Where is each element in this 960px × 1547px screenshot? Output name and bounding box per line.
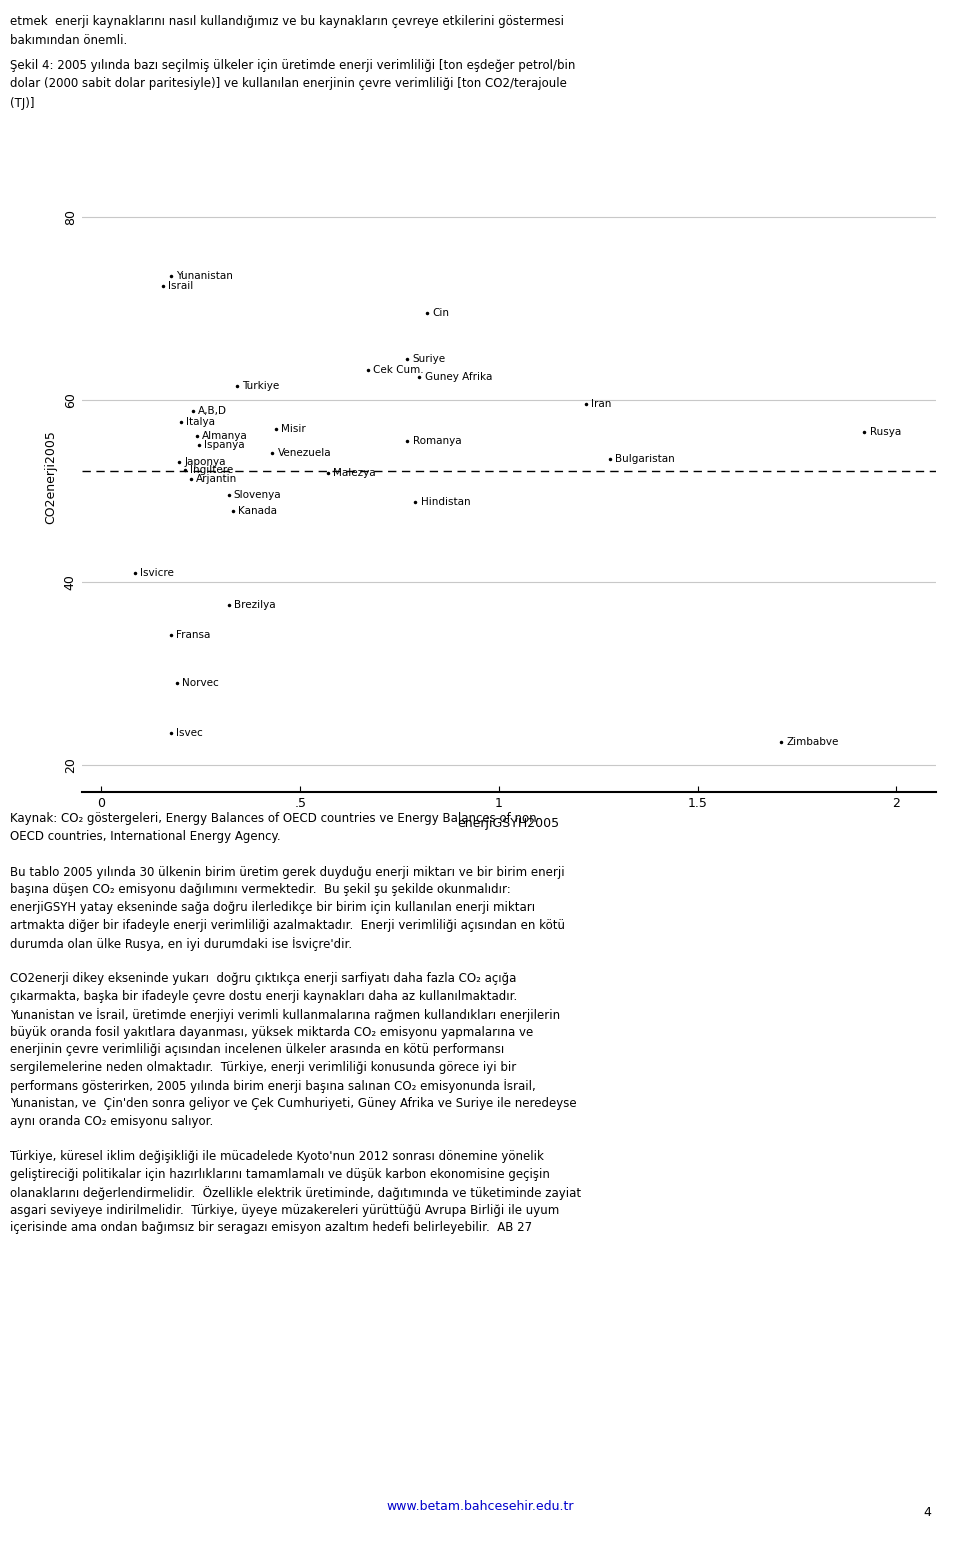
Text: Bu tablo 2005 yılında 30 ülkenin birim üretim gerek duyduğu enerji miktarı ve bi: Bu tablo 2005 yılında 30 ülkenin birim ü… bbox=[10, 866, 564, 879]
Text: çıkarmakta, başka bir ifadeyle çevre dostu enerji kaynakları daha az kullanılmak: çıkarmakta, başka bir ifadeyle çevre dos… bbox=[10, 990, 516, 1002]
Text: başına düşen CO₂ emisyonu dağılımını vermektedir.  Bu şekil şu şekilde okunmalıd: başına düşen CO₂ emisyonu dağılımını ver… bbox=[10, 883, 511, 896]
Text: Cek Cum.: Cek Cum. bbox=[372, 365, 423, 376]
Text: www.betam.bahcesehir.edu.tr: www.betam.bahcesehir.edu.tr bbox=[386, 1501, 574, 1513]
Text: Yunanistan, ve  Çin'den sonra geliyor ve Çek Cumhuriyeti, Güney Afrika ve Suriye: Yunanistan, ve Çin'den sonra geliyor ve … bbox=[10, 1097, 576, 1109]
Text: Iran: Iran bbox=[591, 399, 612, 410]
Text: sergilemelerine neden olmaktadır.  Türkiye, enerji verimliliği konusunda görece : sergilemelerine neden olmaktadır. Türkiy… bbox=[10, 1061, 516, 1074]
Text: Cin: Cin bbox=[433, 308, 449, 319]
X-axis label: enerjiGSYH2005: enerjiGSYH2005 bbox=[458, 817, 560, 829]
Text: Italya: Italya bbox=[186, 418, 215, 427]
Text: performans gösterirken, 2005 yılında birim enerji başına salınan CO₂ emisyonunda: performans gösterirken, 2005 yılında bir… bbox=[10, 1080, 536, 1094]
Text: Zimbabve: Zimbabve bbox=[786, 736, 838, 747]
Text: Kaynak: CO₂ göstergeleri, Energy Balances of OECD countries ve Energy Balances o: Kaynak: CO₂ göstergeleri, Energy Balance… bbox=[10, 812, 540, 825]
Text: olanaklarını değerlendirmelidir.  Özellikle elektrik üretiminde, dağıtımında ve : olanaklarını değerlendirmelidir. Özellik… bbox=[10, 1185, 581, 1200]
Text: Slovenya: Slovenya bbox=[234, 490, 281, 501]
Text: artmakta diğer bir ifadeyle enerji verimliliği azalmaktadır.  Enerji verimliliği: artmakta diğer bir ifadeyle enerji verim… bbox=[10, 919, 564, 931]
Text: dolar (2000 sabit dolar paritesiyle)] ve kullanılan enerjinin çevre verimliliği : dolar (2000 sabit dolar paritesiyle)] ve… bbox=[10, 77, 566, 90]
Text: etmek  enerji kaynaklarını nasıl kullandığımız ve bu kaynakların çevreye etkiler: etmek enerji kaynaklarını nasıl kullandı… bbox=[10, 15, 564, 28]
Text: Romanya: Romanya bbox=[413, 436, 461, 446]
Y-axis label: CO2enerji2005: CO2enerji2005 bbox=[44, 430, 57, 524]
Text: OECD countries, International Energy Agency.: OECD countries, International Energy Age… bbox=[10, 829, 280, 843]
Text: enerjinin çevre verimliliği açısından incelenen ülkeler arasında en kötü perform: enerjinin çevre verimliliği açısından in… bbox=[10, 1044, 504, 1057]
Text: Brezilya: Brezilya bbox=[234, 600, 276, 610]
Text: Turkiye: Turkiye bbox=[242, 381, 279, 391]
Text: A,B,D: A,B,D bbox=[198, 405, 227, 416]
Text: durumda olan ülke Rusya, en iyi durumdaki ise İsviçre'dir.: durumda olan ülke Rusya, en iyi durumdak… bbox=[10, 937, 351, 951]
Text: Malezya: Malezya bbox=[333, 467, 375, 478]
Text: Norvec: Norvec bbox=[182, 678, 219, 687]
Text: enerjiGSYH yatay ekseninde sağa doğru ilerledikçe bir birim için kullanılan ener: enerjiGSYH yatay ekseninde sağa doğru il… bbox=[10, 900, 535, 914]
Text: Venezuela: Venezuela bbox=[277, 447, 331, 458]
Text: Suriye: Suriye bbox=[413, 354, 445, 364]
Text: Israil: Israil bbox=[168, 280, 194, 291]
Text: Almanya: Almanya bbox=[202, 432, 248, 441]
Text: Misir: Misir bbox=[281, 424, 306, 433]
Text: büyük oranda fosil yakıtlara dayanması, yüksek miktarda CO₂ emisyonu yapmalarına: büyük oranda fosil yakıtlara dayanması, … bbox=[10, 1026, 533, 1038]
Text: asgari seviyeye indirilmelidir.  Türkiye, üyeye müzakereleri yürüttüğü Avrupa Bi: asgari seviyeye indirilmelidir. Türkiye,… bbox=[10, 1204, 559, 1216]
Text: Arjantin: Arjantin bbox=[196, 473, 237, 484]
Text: Ingiltere: Ingiltere bbox=[190, 466, 233, 475]
Text: Türkiye, küresel iklim değişikliği ile mücadelede Kyoto'nun 2012 sonrası dönemin: Türkiye, küresel iklim değişikliği ile m… bbox=[10, 1151, 543, 1163]
Text: Şekil 4: 2005 yılında bazı seçilmiş ülkeler için üretimde enerji verimliliği [to: Şekil 4: 2005 yılında bazı seçilmiş ülke… bbox=[10, 59, 575, 71]
Text: CO2enerji dikey ekseninde yukarı  doğru çıktıkça enerji sarfiyatı daha fazla CO₂: CO2enerji dikey ekseninde yukarı doğru ç… bbox=[10, 973, 516, 985]
Text: Isvicre: Isvicre bbox=[140, 568, 175, 579]
Text: içerisinde ama ondan bağımsız bir seragazı emisyon azaltım hedefi belirleyebilir: içerisinde ama ondan bağımsız bir seraga… bbox=[10, 1222, 532, 1235]
Text: Hindistan: Hindistan bbox=[420, 497, 470, 507]
Text: aynı oranda CO₂ emisyonu salıyor.: aynı oranda CO₂ emisyonu salıyor. bbox=[10, 1114, 213, 1128]
Text: Fransa: Fransa bbox=[177, 630, 210, 640]
Text: (TJ)]: (TJ)] bbox=[10, 97, 35, 110]
Text: 4: 4 bbox=[924, 1507, 931, 1519]
Text: Rusya: Rusya bbox=[870, 427, 900, 436]
Text: Bulgaristan: Bulgaristan bbox=[615, 453, 675, 464]
Text: Yunanistan ve İsrail, üretimde enerjiyi verimli kullanmalarına rağmen kullandıkl: Yunanistan ve İsrail, üretimde enerjiyi … bbox=[10, 1009, 560, 1023]
Text: Yunanistan: Yunanistan bbox=[177, 271, 233, 282]
Text: Ispanya: Ispanya bbox=[204, 441, 245, 450]
Text: Japonya: Japonya bbox=[184, 456, 226, 467]
Text: Isvec: Isvec bbox=[177, 727, 203, 738]
Text: geliştireciği politikalar için hazırlıklarını tamamlamalı ve düşük karbon ekonom: geliştireciği politikalar için hazırlıkl… bbox=[10, 1168, 549, 1180]
Text: Kanada: Kanada bbox=[238, 506, 276, 517]
Text: Guney Afrika: Guney Afrika bbox=[424, 371, 492, 382]
Text: bakımından önemli.: bakımından önemli. bbox=[10, 34, 127, 46]
